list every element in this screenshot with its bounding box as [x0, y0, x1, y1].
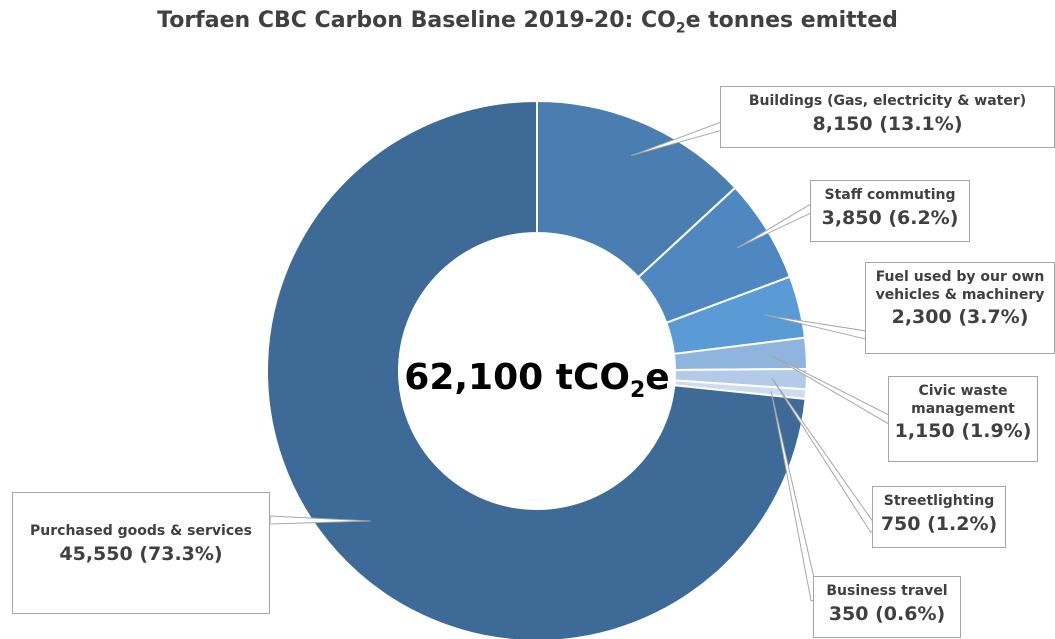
data-label-category: Buildings (Gas, electricity & water): [748, 93, 1027, 109]
data-label-business-travel: Business travel 350 (0.6%): [813, 576, 961, 638]
chart-title: Torfaen CBC Carbon Baseline 2019-20: CO2…: [157, 8, 898, 37]
data-label-value: 8,150 (13.1%): [812, 112, 963, 135]
data-label-fuel-used-by-our-own-vehicles-machinery: Fuel used by our own vehicles & machinery…: [865, 262, 1055, 354]
slice-purchased-goods-services: [266, 99, 807, 639]
data-label-category: vehicles & machinery: [875, 286, 1045, 303]
data-label-value: 2,300 (3.7%): [891, 306, 1029, 328]
data-label-value: 350 (0.6%): [828, 602, 946, 625]
data-label-category: Purchased goods & services: [30, 523, 252, 539]
data-label-value: 1,150 (1.9%): [894, 420, 1032, 442]
data-label-category: Fuel used by our own: [875, 269, 1045, 285]
data-label-value: 3,850 (6.2%): [821, 206, 959, 229]
data-label-category: Business travel: [826, 583, 948, 599]
data-label-category: Streetlighting: [883, 493, 995, 509]
data-label-civic-waste-management: Civic waste management 1,150 (1.9%): [888, 376, 1038, 462]
data-label-buildings-gas-electricity-water: Buildings (Gas, electricity & water) 8,15…: [720, 86, 1055, 148]
data-label-streetlighting: Streetlighting 750 (1.2%): [872, 486, 1006, 548]
data-label-category: Civic waste: [918, 383, 1008, 399]
leader-purchased-goods-services: [269, 515, 371, 525]
data-label-purchased-goods-services: Purchased goods & services 45,550 (73.3%): [12, 492, 270, 614]
data-label-value: 750 (1.2%): [880, 512, 998, 535]
data-label-category: management: [911, 400, 1015, 417]
center-total-label: 62,100 tCO2e: [404, 357, 670, 404]
data-label-category: Staff commuting: [824, 187, 956, 203]
data-label-value: 45,550 (73.3%): [59, 542, 223, 565]
data-label-staff-commuting: Staff commuting 3,850 (6.2%): [810, 180, 970, 242]
